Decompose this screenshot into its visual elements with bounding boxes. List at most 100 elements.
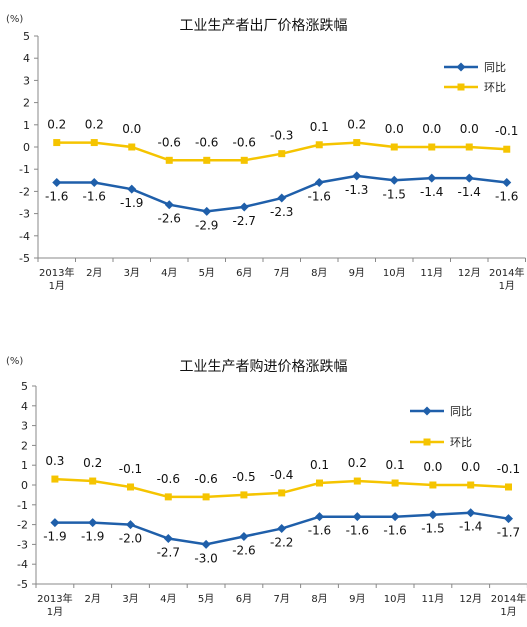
data-label: 0.0 [385,122,404,136]
data-point-marker [164,200,174,210]
data-label: 0.2 [83,456,102,470]
data-label: -0.4 [270,468,293,482]
x-tick-label: 9月 [349,593,365,605]
data-label: -2.3 [270,205,293,219]
data-point-marker [53,139,61,147]
data-label: -1.9 [43,530,66,544]
data-label: -0.6 [233,135,256,149]
data-point-marker [201,539,211,549]
data-point-marker [315,141,323,149]
data-label: 0.3 [45,454,64,468]
data-label: -0.6 [157,472,180,486]
data-label: -3.0 [194,551,217,565]
legend-label: 环比 [450,436,472,449]
x-tick-label: 5月 [198,593,214,605]
y-tick-label: 0 [23,141,30,154]
x-tick-label: 1月 [47,606,63,618]
chart-panel-output-prices: (%) 工业生产者出厂价格涨跌幅 5 4 3 2 1 0 -1 -2 -3 -4 -5 2013年 1月… [0,0,527,300]
data-point-marker [353,477,361,485]
data-label: 0.0 [461,460,480,474]
data-point-marker [429,481,437,489]
data-label: -0.5 [232,470,255,484]
data-label: -1.9 [120,196,143,210]
data-label: -0.6 [195,135,218,149]
y-tick-label: 1 [23,119,30,132]
y-tick-label: 5 [23,30,30,43]
x-tick-label: 1月 [499,280,515,292]
data-point-marker [128,143,136,151]
data-point-marker [504,514,513,524]
legend-marker [423,438,431,446]
data-label: 0.2 [347,118,366,132]
data-point-marker [352,512,362,522]
x-tick-label: 11月 [420,267,443,279]
x-tick-label: 2月 [86,267,102,279]
y-tick-label: -2 [19,185,30,198]
y-tick-label: 3 [21,420,28,433]
x-tick-label: 2014年 [491,592,526,605]
y-tick-label: -1 [17,499,28,512]
data-label: 0.1 [386,458,405,472]
y-tick-label: 5 [21,380,28,393]
data-point-marker [165,156,173,164]
data-point-marker [202,206,212,216]
data-point-marker [51,475,59,483]
data-point-marker [127,483,134,491]
x-tick-label: 12月 [458,267,481,279]
data-point-marker [277,193,287,203]
y-tick-label: -3 [17,538,28,551]
data-point-marker [464,173,474,183]
data-label: 0.2 [85,118,104,132]
x-tick-label: 1月 [49,280,65,292]
y-tick-label: -3 [19,208,30,221]
data-label: -2.6 [158,212,181,226]
x-tick-label: 6月 [236,593,252,605]
x-tick-label: 4月 [161,267,177,279]
data-label: -0.6 [158,135,181,149]
data-label: -1.4 [420,185,443,199]
x-tick-label: 5月 [199,267,215,279]
data-label: 0.2 [47,118,66,132]
chart-title: 工业生产者购进价格涨跌幅 [179,359,348,375]
x-tick-label: 3月 [124,267,140,279]
legend-label: 环比 [484,81,506,94]
data-point-marker [52,178,62,188]
data-point-marker [352,171,362,181]
data-label: 0.2 [348,456,367,470]
data-label: -1.3 [345,183,368,197]
legend-marker [422,406,432,416]
data-label: -1.7 [497,526,520,540]
y-tick-label: 4 [23,52,30,65]
data-point-marker [127,184,137,194]
data-point-marker [90,139,98,147]
chart-panel-purchase-prices: (%) 工业生产者购进价格涨跌幅 5 4 3 2 1 0 -1 -2 -3 -4 -5 2013年 1月… [0,340,527,627]
y-tick-label: -1 [19,163,30,176]
x-tick-label: 11月 [422,593,445,605]
data-point-marker [203,156,211,164]
y-tick-label: -4 [19,230,30,243]
data-point-marker [202,493,210,501]
data-point-marker [390,143,398,151]
data-label: -1.6 [45,190,68,204]
data-point-marker [466,508,476,518]
y-unit-label: (%) [6,356,24,367]
x-tick-label: 7月 [274,593,290,605]
data-label: -1.4 [458,185,481,199]
data-label: -2.7 [233,214,256,228]
data-label: -1.5 [383,187,406,201]
data-point-marker [314,178,324,188]
x-tick-label: 1月 [500,606,516,618]
data-point-marker [427,173,437,183]
data-label: -1.9 [81,530,104,544]
y-tick-label: 4 [21,400,28,413]
data-point-marker [389,175,399,185]
data-label: 0.0 [423,460,442,474]
data-point-marker [278,489,286,497]
data-label: 0.1 [310,458,329,472]
data-point-marker [89,178,99,188]
data-point-marker [428,510,438,520]
legend-marker [457,83,465,91]
data-label: 0.1 [310,120,329,134]
y-tick-label: 2 [23,97,30,110]
